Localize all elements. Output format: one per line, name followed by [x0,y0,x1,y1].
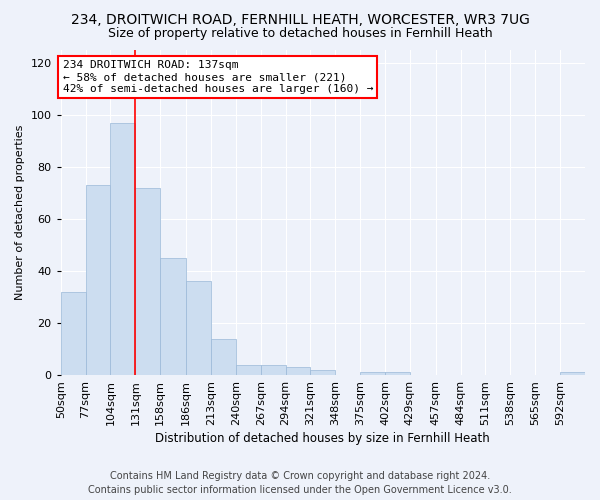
Bar [160,258,186,375]
Bar [186,282,211,375]
Bar [110,123,136,375]
Y-axis label: Number of detached properties: Number of detached properties [15,125,25,300]
Bar [260,364,286,375]
Bar [560,372,585,375]
Text: 234, DROITWICH ROAD, FERNHILL HEATH, WORCESTER, WR3 7UG: 234, DROITWICH ROAD, FERNHILL HEATH, WOR… [71,12,529,26]
Text: Contains HM Land Registry data © Crown copyright and database right 2024.
Contai: Contains HM Land Registry data © Crown c… [88,471,512,495]
X-axis label: Distribution of detached houses by size in Fernhill Heath: Distribution of detached houses by size … [155,432,490,445]
Bar [236,364,260,375]
Text: 234 DROITWICH ROAD: 137sqm
← 58% of detached houses are smaller (221)
42% of sem: 234 DROITWICH ROAD: 137sqm ← 58% of deta… [62,60,373,94]
Bar [385,372,410,375]
Bar [86,185,110,375]
Bar [360,372,385,375]
Bar [136,188,160,375]
Bar [211,338,236,375]
Bar [310,370,335,375]
Text: Size of property relative to detached houses in Fernhill Heath: Size of property relative to detached ho… [107,28,493,40]
Bar [61,292,86,375]
Bar [286,368,310,375]
